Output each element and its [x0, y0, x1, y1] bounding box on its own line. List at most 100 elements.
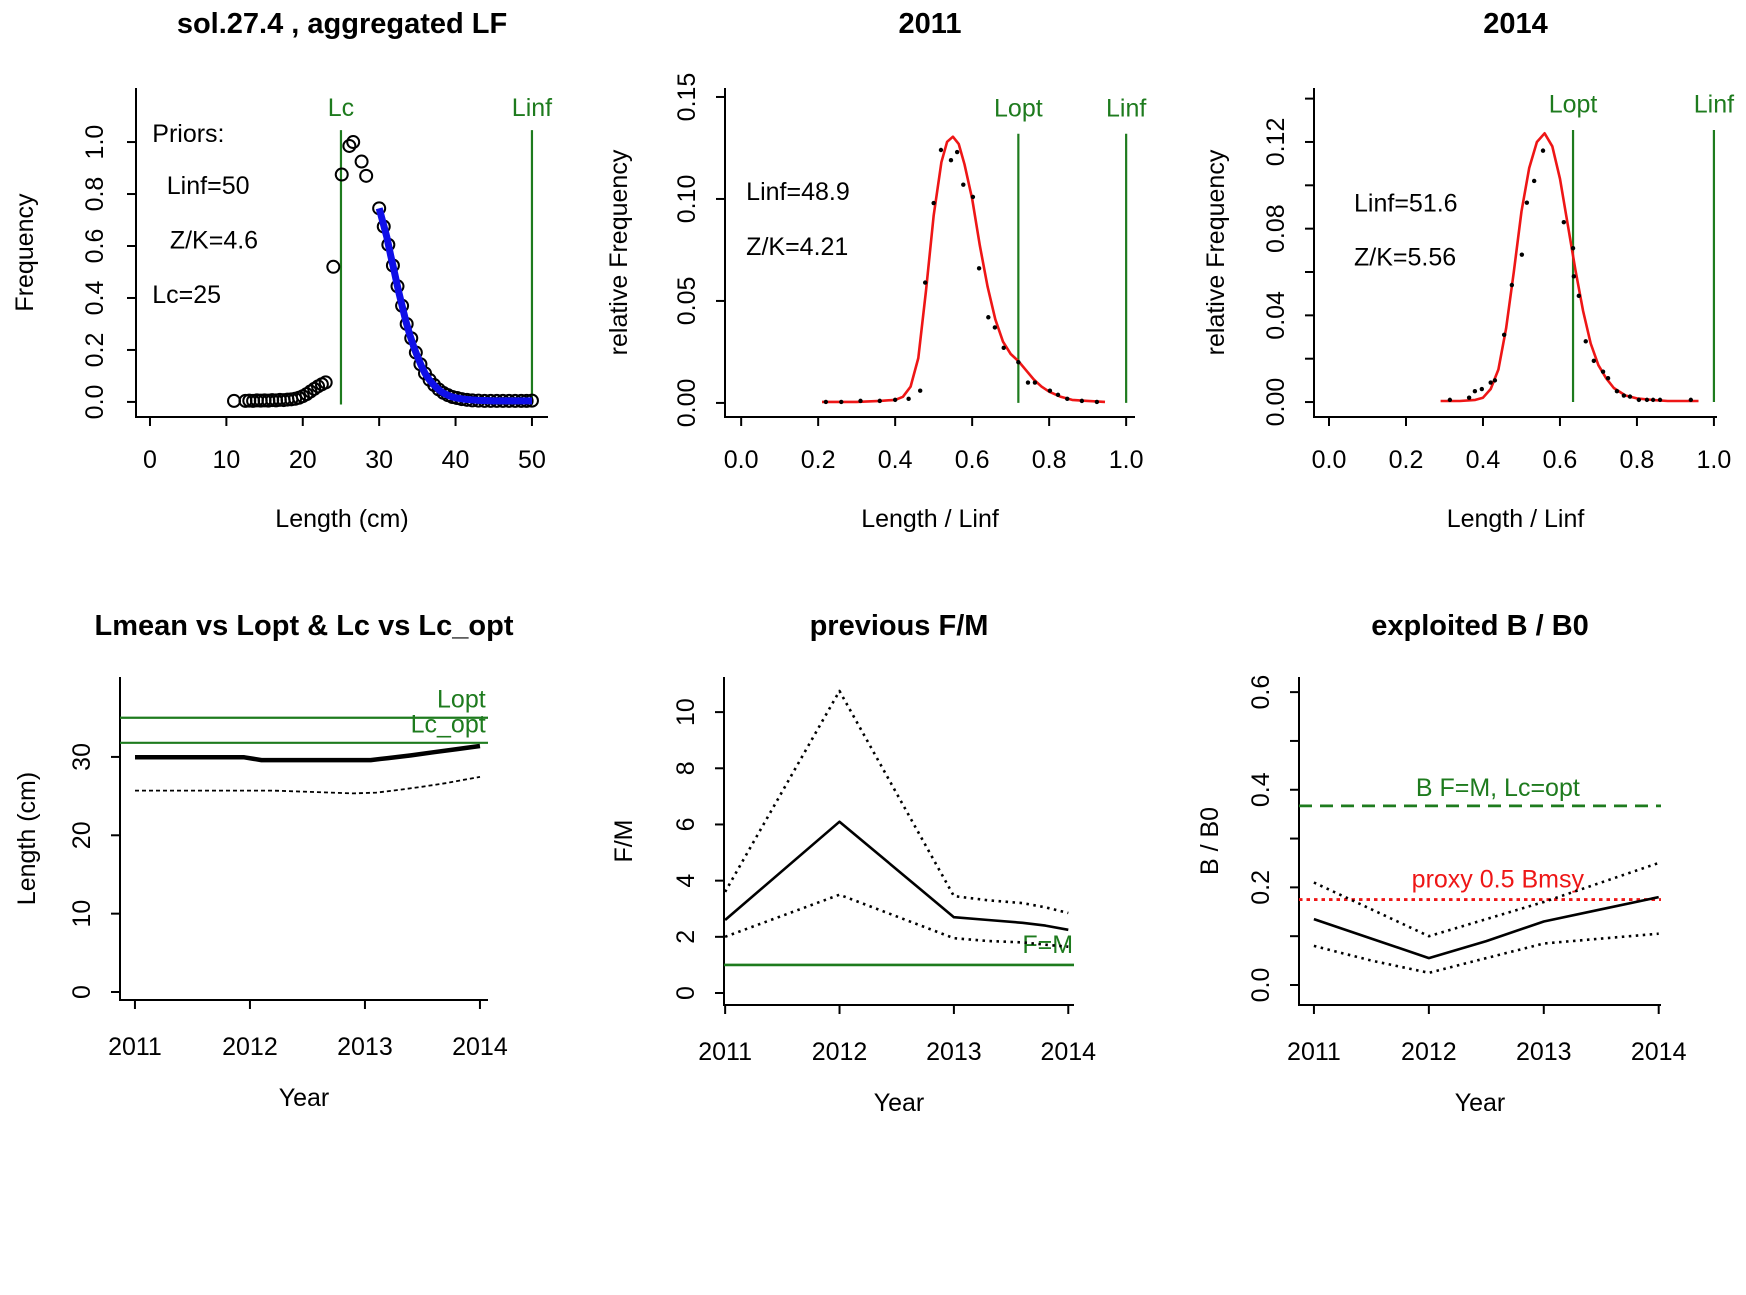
series-lf-model-fit-2011: [822, 135, 1106, 404]
y-tick-label: 2: [672, 930, 700, 944]
series-lf-observed-2011: [823, 147, 1100, 405]
point-marker: [342, 138, 357, 153]
x-tick-label: 2014: [452, 1033, 508, 1061]
series-fm-upper-ci: [723, 689, 1069, 915]
point-marker: [1492, 378, 1498, 383]
y-tick-label: 0.6: [81, 229, 109, 264]
point-marker: [1472, 389, 1478, 394]
point-marker: [1644, 397, 1650, 403]
point-marker: [922, 280, 928, 285]
point-marker: [1479, 386, 1485, 392]
chart-lmean-vs-lopt: Lmean vs Lopt & Lc vs Lc_opt 2011 2012 2013…: [13, 610, 514, 1112]
point-marker: [1688, 397, 1694, 403]
x-axis-label: Length / Linf: [1447, 505, 1585, 533]
point-marker: [1466, 395, 1472, 400]
chart-title-exploited-b-over-b0: exploited B / B0: [1371, 610, 1589, 642]
chart-title-aggregated-lf: sol.27.4 , aggregated LF: [177, 8, 507, 40]
chart-title-lf-2011: 2011: [899, 8, 962, 40]
point-marker: [354, 154, 369, 169]
point-marker: [1001, 345, 1006, 351]
y-tick-label: 0.2: [1247, 870, 1275, 905]
x-tick-label: 0.2: [801, 446, 836, 474]
point-marker: [992, 325, 998, 330]
y-tick-label: 0: [672, 986, 700, 1000]
x-tick-label: 2013: [337, 1033, 393, 1061]
series-b-upper-ci: [1313, 861, 1660, 938]
axis-lines: [723, 677, 1074, 1006]
point-marker: [858, 398, 863, 404]
annotation: Priors:: [152, 120, 224, 148]
y-tick-label: 0.4: [81, 281, 109, 316]
refline-label: Lopt: [437, 686, 486, 714]
point-marker: [1094, 399, 1100, 405]
x-axis-label: Year: [1455, 1089, 1506, 1117]
y-axis-label: relative Frequency: [1202, 149, 1230, 355]
subplot-previous-f-over-m: previous F/M 2011 2012 2013 2014 0 2 4 6 8 10 Year F…: [582, 560, 1164, 1120]
chart-lf-2014: 2014 0.0 0.2 0.4 0.6 0.8 1.0 0.00 0.04 0.08 0.12 Le…: [1202, 8, 1734, 533]
point-marker: [938, 147, 944, 153]
subplot-aggregated-lf: sol.27.4 , aggregated LF 0 10 20 30 40 50 0.0 0.…: [0, 0, 582, 560]
y-tick-label: 0.0: [81, 385, 109, 420]
x-axis-label: Length (cm): [275, 505, 408, 533]
y-tick-label: 1.0: [81, 125, 109, 160]
refline-label-lc: Lc: [328, 94, 354, 122]
point-marker: [326, 259, 341, 274]
series-lc: [135, 776, 481, 795]
series-lf-model-fit-2014: [1440, 132, 1699, 403]
series-b-lower-ci: [1313, 932, 1659, 975]
subplot-lf-2011: 2011 0.0 0.2 0.4 0.6 0.8 1.0 0.00 0.05 0.10 0.15 Le…: [582, 0, 1164, 560]
chart-aggregated-lf: sol.27.4 , aggregated LF 0 10 20 30 40 50 0.0 0.…: [11, 8, 552, 533]
y-tick-label: 30: [68, 743, 96, 771]
x-tick-label: 1.0: [1109, 446, 1144, 474]
point-marker: [976, 266, 982, 271]
point-marker: [227, 393, 242, 408]
x-tick-label: 0.0: [724, 446, 759, 474]
x-tick-label: 10: [212, 446, 240, 474]
chart-lf-2011: 2011 0.0 0.2 0.4 0.6 0.8 1.0 0.00 0.05 0.10 0.15 Le…: [605, 8, 1146, 533]
annotation: Z/K=5.56: [1354, 244, 1456, 272]
point-marker: [1570, 245, 1576, 251]
point-marker: [1509, 282, 1515, 288]
y-tick-label: 0.8: [81, 177, 109, 212]
x-tick-label: 2012: [222, 1033, 278, 1061]
chart-title-previous-f-over-m: previous F/M: [810, 610, 989, 642]
x-tick-label: 0.6: [955, 446, 990, 474]
point-marker: [986, 315, 991, 320]
point-marker: [948, 158, 954, 163]
chart-previous-f-over-m: previous F/M 2011 2012 2013 2014 0 2 4 6 8 10 Year F…: [610, 610, 1096, 1117]
y-tick-label: 0.04: [1262, 291, 1290, 340]
x-tick-label: 20: [289, 446, 317, 474]
x-tick-label: 2011: [698, 1038, 752, 1066]
x-tick-label: 0.6: [1543, 446, 1578, 474]
x-tick-label: 1.0: [1697, 446, 1732, 474]
point-marker: [961, 182, 966, 187]
y-tick-label: 0.10: [673, 175, 701, 224]
point-marker: [1636, 397, 1642, 403]
x-tick-label: 0.4: [878, 446, 913, 474]
point-marker: [1531, 178, 1537, 184]
x-axis-label: Year: [874, 1089, 925, 1117]
x-axis-label: Year: [279, 1084, 330, 1112]
y-tick-label: 0.0: [1247, 968, 1275, 1003]
x-tick-label: 50: [518, 446, 546, 474]
series-lf-observed-2014: [1447, 148, 1694, 403]
refline-label: Lc_opt: [411, 711, 486, 739]
y-tick-label: 0.00: [1262, 378, 1290, 427]
annotation: Linf=48.9: [746, 178, 850, 206]
y-tick-label: 8: [672, 761, 700, 775]
y-tick-label: 20: [68, 821, 96, 849]
x-tick-label: 2012: [812, 1038, 868, 1066]
series-catch-curve-fit: [375, 207, 532, 405]
series-fm-lower-ci: [724, 893, 1069, 948]
y-tick-label: 0: [68, 985, 96, 999]
point-marker: [823, 399, 829, 405]
y-tick-label: 0.05: [673, 277, 701, 326]
point-marker: [1016, 359, 1021, 365]
series-fm-median: [724, 820, 1069, 932]
point-marker: [359, 168, 374, 183]
x-tick-label: 0.8: [1032, 446, 1067, 474]
point-marker: [1621, 393, 1627, 398]
series-observed-frequencies: [227, 135, 374, 408]
refline-label: B F=M, Lc=opt: [1416, 774, 1580, 802]
